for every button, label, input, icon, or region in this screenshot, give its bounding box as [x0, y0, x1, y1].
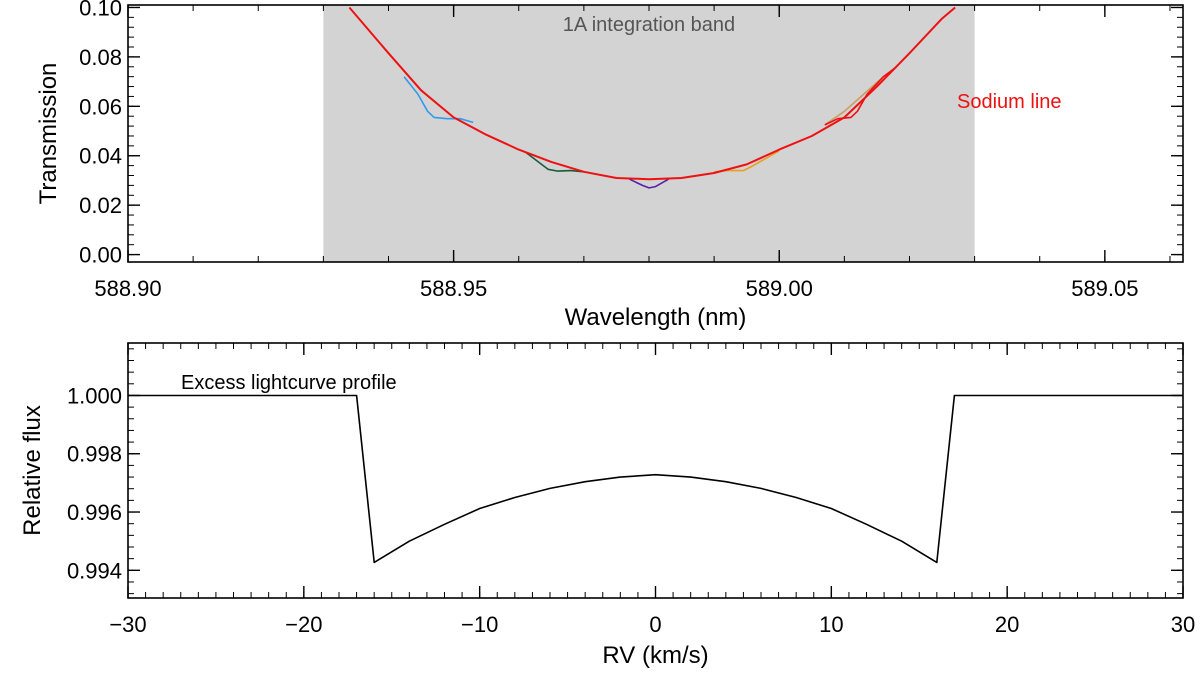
sodium-line-label: Sodium line: [957, 91, 1062, 113]
top-plot-frame: [127, 4, 1184, 263]
y-tick-label: 0.08: [79, 45, 122, 70]
transmission-lines: [348, 6, 956, 189]
y-tick-label: 0.02: [79, 193, 122, 218]
lightcurve-panel: −30 −20 −10 0 10 20 30 0.994 0.996 0.998 1.000 Exc…: [19, 342, 1195, 669]
x-tick-label: 589.05: [1071, 276, 1138, 301]
y-tick-label: 0.00: [79, 243, 122, 268]
x-tick-label: 588.95: [420, 276, 487, 301]
series-line-6: [824, 66, 897, 126]
x-tick-label: 20: [995, 612, 1019, 637]
top-y-axis-label: Transmission: [35, 63, 62, 205]
y-tick-label: 0.998: [67, 442, 122, 467]
integration-band: [323, 5, 975, 262]
x-tick-label: 10: [819, 612, 843, 637]
integration-band-label: 1A integration band: [563, 14, 735, 36]
top-axis-ticks: 588.90 588.95 589.00 589.05 0.00 0.02 0.04 0.06…: [79, 0, 1183, 301]
x-tick-label: 0: [649, 612, 661, 637]
series-line-2: [524, 151, 584, 173]
y-tick-label: 0.994: [67, 558, 122, 583]
y-tick-label: 0.06: [79, 94, 122, 119]
x-tick-label: 589.00: [746, 276, 813, 301]
x-tick-label: −10: [461, 612, 498, 637]
y-tick-label: 1.000: [67, 383, 122, 408]
series-line-1: [403, 76, 474, 124]
y-tick-label: 0.996: [67, 500, 122, 525]
lightcurve-lines: [128, 394, 1183, 564]
y-tick-label: 0.10: [79, 0, 122, 20]
bottom-y-axis-label: Relative flux: [19, 405, 46, 536]
x-tick-label: 588.90: [94, 276, 161, 301]
x-tick-label: −20: [285, 612, 322, 637]
series-line-3: [629, 178, 669, 189]
top-x-axis-label: Wavelength (nm): [565, 304, 747, 331]
series-line-0: [128, 394, 1183, 564]
bottom-axis-ticks: −30 −20 −10 0 10 20 30 0.994 0.996 0.998 1.000: [67, 343, 1195, 637]
excess-lightcurve-label: Excess lightcurve profile: [181, 372, 397, 394]
bottom-x-axis-label: RV (km/s): [602, 642, 708, 669]
x-tick-label: 30: [1171, 612, 1195, 637]
series-line-0: [348, 6, 956, 181]
y-tick-label: 0.04: [79, 144, 122, 169]
x-tick-label: −30: [109, 612, 146, 637]
series-line-5: [824, 76, 884, 126]
transmission-panel: 1A integration band 588.90 588.95 589.00 58…: [35, 0, 1184, 331]
